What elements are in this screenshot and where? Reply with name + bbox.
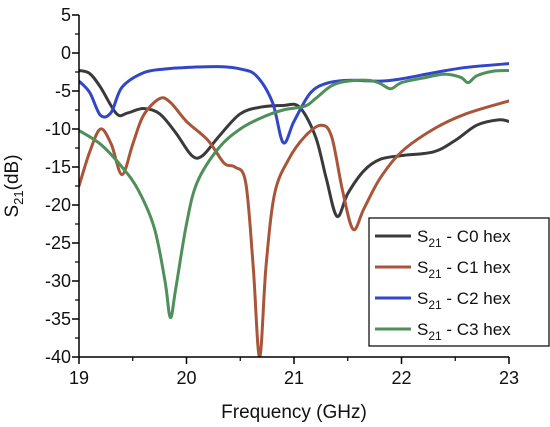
y-tick-label: -15 <box>45 157 71 177</box>
y-tick-label: 5 <box>61 5 71 25</box>
x-axis-label: Frequency (GHz) <box>221 402 367 423</box>
series-line-0 <box>79 68 509 218</box>
x-tick-label: 23 <box>499 368 519 388</box>
y-axis-label: S21(dB) <box>2 154 26 217</box>
y-tick-label: -30 <box>45 271 71 291</box>
x-tick-label: 22 <box>391 368 411 388</box>
y-tick-label: 0 <box>61 43 71 63</box>
series-layer <box>79 62 509 357</box>
x-tick-label: 19 <box>69 368 89 388</box>
axes-layer: 19 20 21 22 23 5 0 -5 -10 -15 -20 -25 -30 -35 -40 Frequ… <box>2 5 519 423</box>
y-tick-label: -35 <box>45 309 71 329</box>
series-line-3 <box>79 68 509 319</box>
legend-label-3: S21 - C3 hex <box>417 320 511 343</box>
legend-label-0: S21 - C0 hex <box>417 227 511 250</box>
series-line-2 <box>79 62 509 145</box>
x-tick-label: 21 <box>284 368 304 388</box>
y-tick-label: -20 <box>45 195 71 215</box>
y-tick-label: -10 <box>45 119 71 139</box>
legend: S21 - C0 hex S21 - C1 hex S21 - C2 hex S21 … <box>368 217 550 347</box>
legend-box <box>368 217 550 347</box>
y-tick-label: -40 <box>45 347 71 367</box>
y-tick-label: -5 <box>55 81 71 101</box>
legend-label-2: S21 - C2 hex <box>417 289 511 312</box>
series-line-1 <box>79 96 509 357</box>
x-tick-label: 20 <box>176 368 196 388</box>
y-tick-label: -25 <box>45 233 71 253</box>
legend-label-1: S21 - C1 hex <box>417 258 511 281</box>
